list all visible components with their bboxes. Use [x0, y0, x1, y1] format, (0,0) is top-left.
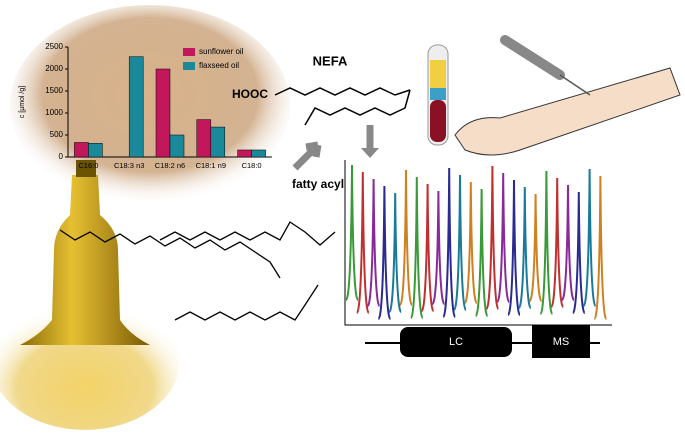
bar: [155, 68, 171, 158]
buffy-coat: [430, 88, 446, 100]
peak: [399, 169, 413, 306]
bar: [237, 149, 252, 158]
red-cells: [430, 100, 446, 142]
x-tick-label: C18:0: [242, 161, 262, 170]
peak: [409, 176, 424, 319]
fatty-acyl-label: fatty acyl: [292, 177, 344, 191]
peak: [485, 165, 500, 310]
y-tick-label: 2500: [45, 42, 63, 51]
peak: [561, 184, 575, 301]
y-axis-label: c [µmol /g]: [19, 86, 26, 118]
peak: [550, 177, 565, 308]
lc-column: [400, 327, 512, 357]
peak: [517, 186, 532, 309]
arrow: [292, 141, 322, 171]
peak: [582, 168, 597, 307]
legend-swatch: [183, 62, 195, 70]
hooc-label: HOOC: [232, 87, 268, 101]
bar: [74, 142, 89, 158]
peak: [539, 170, 554, 315]
y-tick-label: 500: [50, 130, 64, 139]
legend-label: sunflower oil: [199, 47, 244, 56]
peak: [474, 188, 489, 317]
y-tick-label: 2000: [45, 64, 63, 73]
seed-background: [10, 5, 290, 205]
legend-swatch: [183, 48, 195, 56]
x-tick-label: C16:0: [78, 161, 98, 170]
peak: [571, 191, 586, 314]
bar: [251, 149, 266, 158]
chromatogram-axes: [344, 160, 612, 326]
peak: [345, 164, 359, 301]
bar-chart: 0 500 1000 1500 2000 2500 C16:0 C18:3 n3 C18:2 n…: [45, 42, 272, 170]
nefa-label: NEFA: [313, 53, 348, 68]
bar: [169, 134, 185, 158]
peak: [528, 193, 543, 302]
nefa-chain: [274, 87, 411, 96]
y-tick-label: 0: [59, 152, 64, 161]
peak: [431, 190, 446, 305]
acyl-chain: [174, 284, 319, 321]
legend-label: flaxseed oil: [199, 61, 239, 70]
peak: [366, 178, 381, 307]
peak: [388, 192, 403, 313]
bottle-cap: [76, 160, 96, 177]
nefa-chain: [304, 89, 411, 126]
ms-box: [532, 325, 590, 358]
peak: [442, 167, 457, 318]
peak: [420, 183, 435, 312]
peak: [507, 179, 521, 316]
acyl-chain: [159, 221, 336, 246]
needle: [559, 74, 591, 96]
lc-label: LC: [449, 336, 463, 348]
bar: [210, 126, 226, 158]
bar: [196, 119, 212, 158]
x-tick-label: C18:2 n6: [155, 161, 185, 170]
ms-label: MS: [553, 336, 570, 348]
oil-glow: [0, 290, 180, 430]
peak: [377, 185, 392, 320]
acyl-chain: [59, 229, 281, 279]
peak: [453, 174, 467, 311]
peak: [355, 171, 370, 314]
arm: [454, 67, 681, 156]
arrow-head: [361, 148, 379, 158]
x-tick-label: C18:1 n9: [196, 161, 226, 170]
bar: [128, 56, 144, 158]
x-tick-label: C18:3 n3: [114, 161, 144, 170]
peak: [593, 175, 608, 320]
syringe: [500, 35, 565, 80]
oil-bottle: [20, 175, 150, 345]
y-tick-label: 1000: [45, 108, 63, 117]
peak: [463, 181, 478, 304]
chromatogram: [345, 164, 608, 320]
bar: [88, 143, 103, 158]
y-tick-label: 1500: [45, 86, 63, 95]
plasma: [430, 60, 446, 88]
peak: [496, 172, 511, 303]
